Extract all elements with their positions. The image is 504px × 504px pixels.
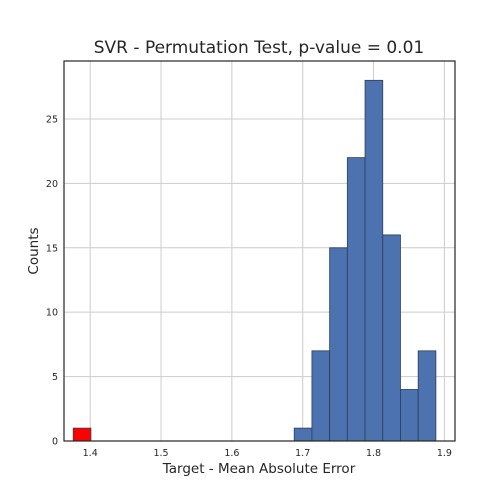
histogram-bar [346,157,366,442]
histogram-bar [72,427,92,442]
x-axis-label: Target - Mean Absolute Error [162,461,356,477]
plot-frame [63,60,456,442]
y-tick-label: 20 [46,179,58,190]
y-axis-label: Counts [26,227,42,274]
histogram-bar [329,247,348,442]
y-tick-label: 0 [52,437,58,448]
y-tick-label: 5 [52,372,58,383]
x-tick-label: 1.5 [153,448,168,459]
histogram-bar [364,79,384,442]
axis-ticks: 1.4 1.5 1.6 1.7 1.8 1.9 0 5 10 15 20 25 [46,114,452,459]
x-tick-label: 1.8 [366,448,381,459]
y-tick-label: 10 [46,308,58,319]
x-tick-label: 1.6 [224,448,239,459]
y-tick-label: 25 [46,114,58,125]
histogram-bar [417,350,437,442]
histogram-bar [293,427,313,442]
chart-title: SVR - Permutation Test, p-value = 0.01 [94,38,424,58]
y-tick-label: 15 [46,243,58,254]
histogram-bar [382,234,401,442]
x-tick-label: 1.4 [83,448,98,459]
histogram-bars [72,79,437,442]
histogram-bar [311,350,331,442]
histogram-bar [400,389,419,442]
x-tick-label: 1.7 [295,448,310,459]
x-tick-label: 1.9 [437,448,452,459]
